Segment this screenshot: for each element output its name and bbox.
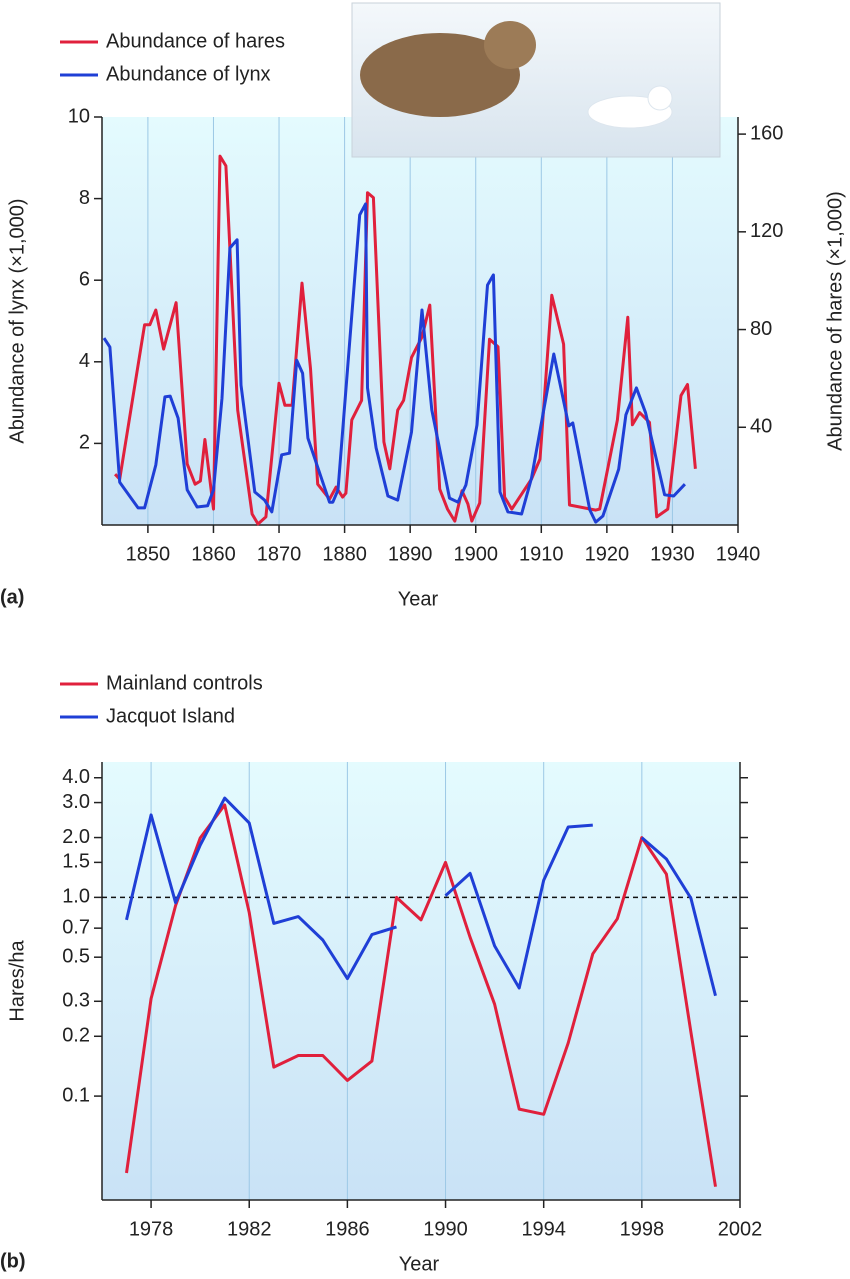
x-tick-label: 1850 — [126, 543, 171, 565]
x-tick-label: 1978 — [129, 1218, 174, 1240]
y-tick-label: 1.5 — [62, 851, 90, 873]
x-tick-label: 1930 — [650, 543, 695, 565]
series-line — [114, 154, 697, 526]
x-tick-label: 1920 — [585, 543, 630, 565]
y-tick-label: 0.5 — [62, 945, 90, 967]
panel-label: (a) — [0, 586, 24, 608]
legend-label: Abundance of lynx — [106, 63, 271, 85]
legend-label: Abundance of hares — [106, 30, 285, 52]
legend-label: Mainland controls — [106, 672, 263, 694]
x-tick-label: 1890 — [388, 543, 433, 565]
plots: 1850 1860 1870 1880 1890 1900 1910 1920 1930 1940… — [0, 30, 846, 1275]
y-axis-label: Abundance of lynx (×1,000) — [6, 198, 28, 443]
series-line — [444, 823, 593, 990]
y-tick-label: 6 — [79, 268, 90, 290]
x-tick-label: 1982 — [227, 1218, 272, 1240]
y-tick-label: 4 — [79, 350, 90, 372]
plot-background — [102, 762, 740, 1200]
series-line — [125, 803, 717, 1187]
y-tick-label: 2.0 — [62, 826, 90, 848]
y-tick-label: 1.0 — [62, 886, 90, 908]
y-axis-label: Hares/ha — [6, 940, 28, 1022]
series-line — [125, 796, 397, 981]
x-tick-label: 1940 — [716, 543, 761, 565]
y-tick-label: 2 — [79, 432, 90, 454]
y2-tick-label: 120 — [750, 220, 783, 242]
series-line — [102, 202, 686, 524]
legend-label: Jacquot Island — [106, 705, 235, 727]
x-axis-label: Year — [399, 1253, 440, 1275]
y-tick-label: 0.2 — [62, 1025, 90, 1047]
photo — [351, 2, 721, 158]
y-tick-label: 4.0 — [62, 766, 90, 788]
x-tick-label: 2002 — [718, 1218, 763, 1240]
x-tick-label: 1994 — [521, 1218, 566, 1240]
x-tick-label: 1880 — [322, 543, 367, 565]
x-tick-label: 1998 — [620, 1218, 665, 1240]
lynx-head — [484, 21, 536, 69]
hare-head — [647, 85, 673, 111]
x-tick-label: 1870 — [257, 543, 302, 565]
series-line — [640, 836, 717, 997]
x-tick-label: 1986 — [325, 1218, 370, 1240]
x-tick-label: 1860 — [191, 543, 236, 565]
y-tick-label: 0.3 — [62, 990, 90, 1012]
y-tick-label: 0.7 — [62, 916, 90, 938]
y2-tick-label: 80 — [750, 318, 772, 340]
x-tick-label: 1990 — [423, 1218, 468, 1240]
panel-label: (b) — [0, 1250, 26, 1272]
lynx-shape — [360, 33, 520, 117]
y-tick-label: 8 — [79, 187, 90, 209]
x-tick-label: 1910 — [519, 543, 564, 565]
y-tick-label: 3.0 — [62, 791, 90, 813]
x-axis-label: Year — [398, 588, 439, 610]
y2-axis-label: Abundance of hares (×1,000) — [824, 191, 846, 451]
x-tick-label: 1900 — [453, 543, 498, 565]
y-tick-label: 0.1 — [62, 1084, 90, 1106]
y2-tick-label: 160 — [750, 122, 783, 144]
y-tick-label: 10 — [68, 105, 90, 127]
y2-tick-label: 40 — [750, 416, 772, 438]
